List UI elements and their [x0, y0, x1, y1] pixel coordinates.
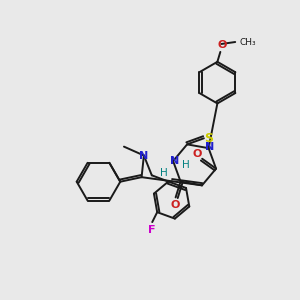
Text: O: O	[171, 200, 180, 210]
Text: O: O	[193, 149, 202, 159]
Text: H: H	[182, 160, 190, 170]
Text: H: H	[160, 168, 168, 178]
Text: N: N	[139, 152, 148, 161]
Text: O: O	[218, 40, 227, 50]
Text: N: N	[205, 142, 214, 152]
Text: N: N	[170, 156, 180, 166]
Text: F: F	[148, 225, 156, 235]
Text: S: S	[204, 132, 213, 145]
Text: CH₃: CH₃	[239, 38, 256, 46]
